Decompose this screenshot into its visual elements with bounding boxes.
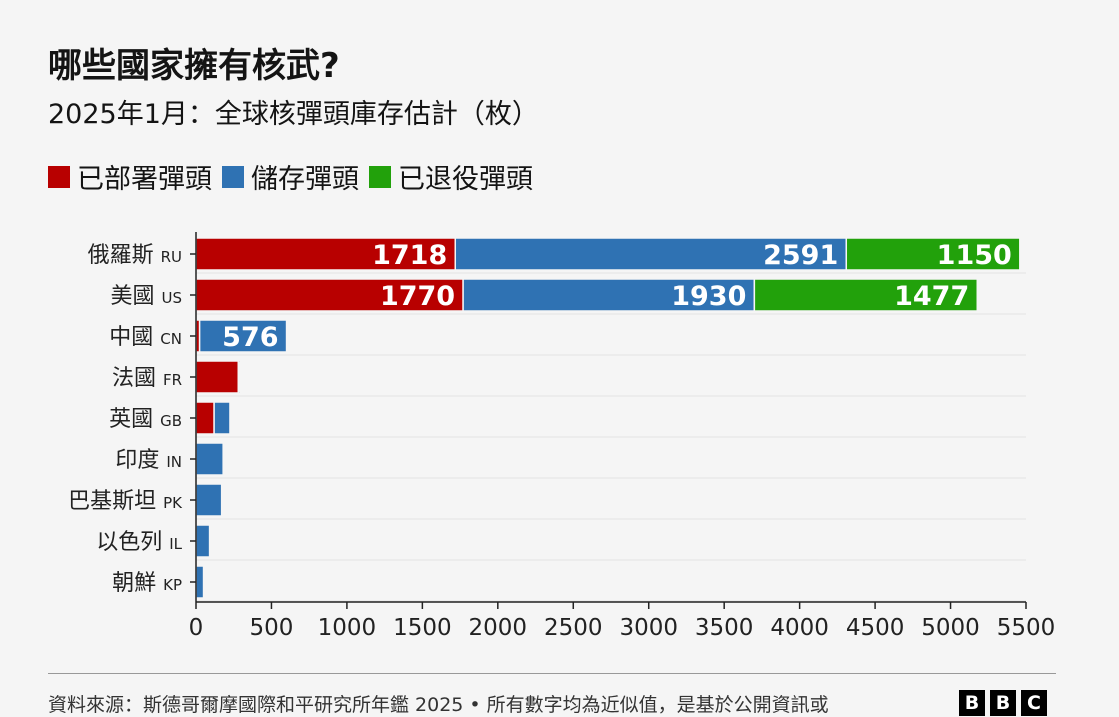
bar-chart: 1718 2591 1150 俄羅斯 RU 1770 1930 1477 美國 US 576 中國… [68,232,1056,641]
bar-segment [198,319,288,353]
bar-value-label: 1718 [372,240,447,271]
category-label: 美國 US [110,284,182,309]
category-label: 以色列 IL [96,530,182,555]
logo-letter: B [959,690,985,716]
chart-subtitle: 2025年1月：全球核彈頭庫存估計（枚） [48,99,539,130]
x-tick-label: 4500 [846,615,905,641]
bar-value-label: 1477 [894,281,969,312]
x-tick-label: 1500 [393,615,452,641]
category-label: 中國 CN [109,325,182,350]
bar-value-label: 1770 [380,281,455,312]
category-label: 法國 FR [112,366,182,391]
legend-item-retired: 已退役彈頭 [369,157,533,196]
legend-swatch-retired [369,165,391,188]
category-label: 巴基斯坦 PK [68,489,183,514]
legend-item-stored: 儲存彈頭 [222,157,359,196]
bar-value-label: 1150 [937,240,1012,271]
bar-segment [195,565,205,599]
bar-segment [195,524,211,558]
bar-value-label: 576 [222,322,278,353]
legend-label-deployed: 已部署彈頭 [77,164,212,195]
bar-segment [454,237,848,271]
legend-swatch-stored [222,165,244,188]
source-note: 資料來源：斯德哥爾摩國際和平研究所年鑑 2025 • 所有數字均為近似值，是基於… [48,694,829,716]
category-label: 印度 IN [115,448,182,473]
bar-segment [195,360,240,394]
bar-segment [845,237,1021,271]
x-tick-label: 2000 [469,615,528,641]
x-tick-label: 3000 [619,615,678,641]
bar-segment [753,278,979,312]
bar-value-label: 2591 [763,240,838,271]
x-tick-label: 500 [250,615,294,641]
logo-letter: B [990,690,1016,716]
x-tick-label: 5500 [997,615,1056,641]
category-label: 俄羅斯 RU [88,243,182,268]
footer-divider [48,673,1056,674]
legend-item-deployed: 已部署彈頭 [48,157,212,196]
x-tick-label: 0 [189,615,204,641]
category-label: 朝鮮 KP [112,571,182,596]
chart-title: 哪些國家擁有核武? [48,46,340,86]
bar-segment [195,442,224,476]
bar-segment [213,401,231,435]
x-tick-label: 4000 [770,615,829,641]
x-tick-label: 5000 [921,615,980,641]
legend-label-stored: 儲存彈頭 [251,164,359,195]
bar-segment [195,483,223,517]
legend: 已部署彈頭 儲存彈頭 已退役彈頭 [48,157,543,196]
legend-swatch-deployed [48,165,70,188]
bbc-logo: B B C [959,690,1052,716]
bar-segment [462,278,756,312]
x-tick-label: 3500 [695,615,754,641]
bar-segment [195,401,215,435]
legend-label-retired: 已退役彈頭 [398,164,533,195]
bar-segment [237,360,241,394]
bar-value-label: 1930 [671,281,746,312]
logo-letter: C [1021,690,1047,716]
x-tick-label: 2500 [544,615,603,641]
category-label: 英國 GB [109,407,182,432]
x-tick-label: 1000 [318,615,377,641]
